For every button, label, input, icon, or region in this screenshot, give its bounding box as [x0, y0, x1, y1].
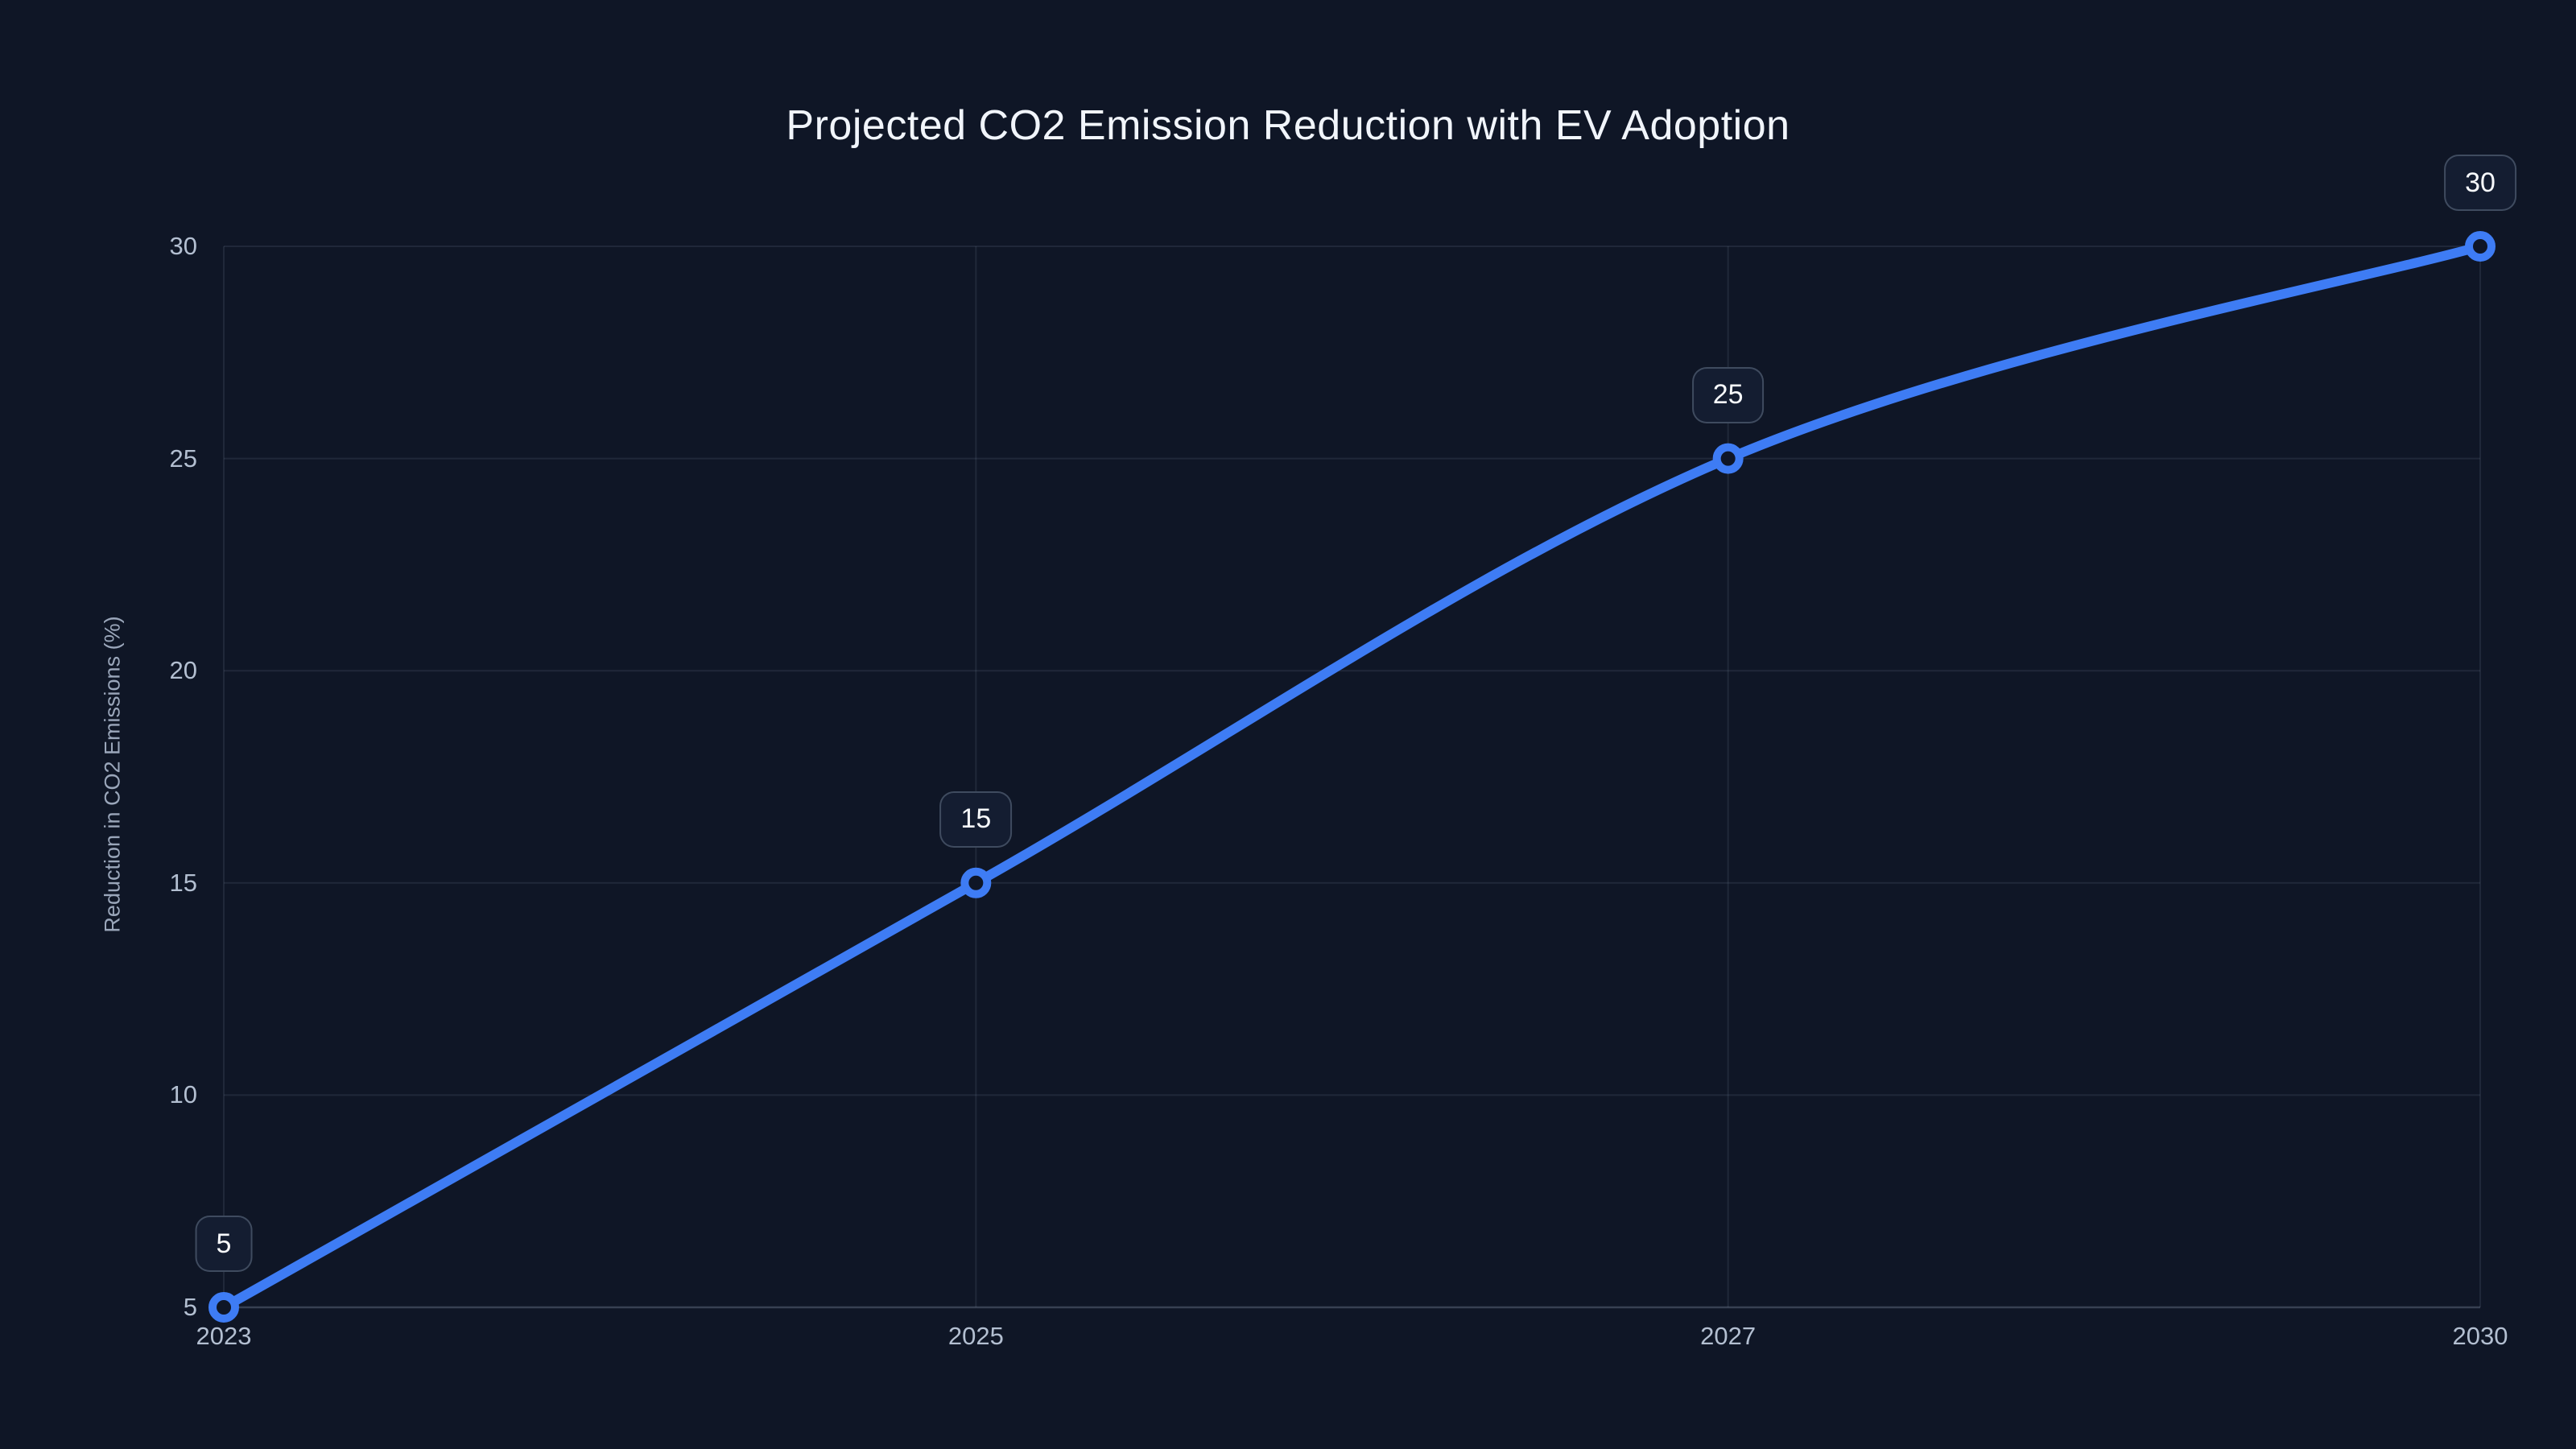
y-tick-label: 25: [169, 444, 197, 473]
data-point-label: 25: [1691, 366, 1765, 423]
y-tick-label: 15: [169, 868, 197, 897]
x-tick-label: 2023: [196, 1322, 252, 1350]
data-point-marker: [2465, 231, 2496, 262]
data-point-label: 5: [195, 1216, 253, 1272]
data-point-marker: [1712, 443, 1744, 474]
data-point-label: 30: [2444, 155, 2516, 211]
y-tick-label: 30: [169, 232, 197, 260]
series-line: [219, 242, 2485, 1312]
x-tick-label: 2027: [1700, 1322, 1757, 1350]
data-point-marker: [208, 1292, 239, 1323]
chart-title: Projected CO2 Emission Reduction with EV…: [786, 102, 1790, 149]
x-tick-label: 2030: [2452, 1322, 2508, 1350]
data-point-label: 15: [939, 791, 1013, 848]
x-tick-label: 2025: [947, 1322, 1004, 1350]
y-tick-label: 20: [169, 656, 197, 685]
y-tick-label: 10: [169, 1080, 197, 1109]
y-tick-label: 5: [183, 1293, 197, 1321]
data-point-marker: [960, 867, 992, 898]
